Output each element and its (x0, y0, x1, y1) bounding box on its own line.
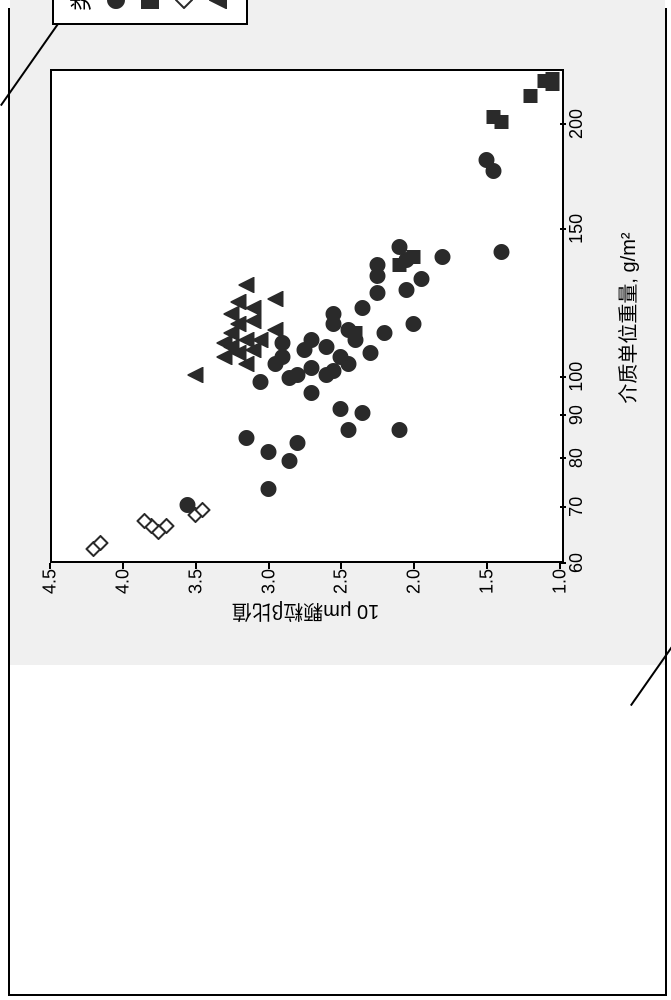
y-tick-label: 4.0 (112, 569, 133, 619)
data-point (377, 325, 398, 341)
data-point (435, 249, 456, 265)
data-point (231, 294, 252, 310)
data-point (195, 502, 216, 518)
y-tick (340, 563, 342, 569)
x-tick-label: 100 (566, 362, 587, 392)
data-point (275, 349, 296, 365)
y-tick-label: 3.5 (185, 569, 206, 619)
legend-item: 样品组10（2层） (168, 0, 200, 11)
y-tick (122, 563, 124, 569)
legend-marker (207, 0, 229, 11)
data-point (136, 513, 157, 529)
data-point (355, 405, 376, 421)
y-tick (486, 563, 488, 569)
data-point (326, 306, 347, 322)
x-tick (560, 562, 566, 564)
data-point (304, 385, 325, 401)
data-point (304, 332, 325, 348)
legend-marker (139, 0, 161, 11)
y-tick-label: 2.5 (331, 569, 352, 619)
data-point (493, 244, 514, 260)
data-point (369, 257, 390, 273)
data-point (369, 285, 390, 301)
x-tick-label: 80 (566, 448, 587, 468)
y-tick (413, 563, 415, 569)
x-tick-label: 200 (566, 109, 587, 139)
data-point (93, 535, 114, 551)
data-point (487, 110, 506, 124)
x-tick (560, 506, 566, 508)
x-tick (560, 457, 566, 459)
data-point (407, 250, 426, 264)
data-point (253, 374, 274, 390)
legend: 类型 对比样品组19对比样品组20样品组10（2层）样品组11（3层） (52, 0, 248, 25)
rotated-page: 介质单位重量, g/m² 10 μm颗粒β比值 类型 对比样品组19对比样品组2… (10, 10, 671, 665)
data-point (187, 367, 208, 383)
y-tick-label: 1.5 (477, 569, 498, 619)
data-point (282, 453, 303, 469)
x-tick-label: 90 (566, 405, 587, 425)
data-point (406, 316, 427, 332)
y-tick (49, 563, 51, 569)
legend-item: 样品组11（3层） (202, 0, 234, 11)
data-point (333, 401, 354, 417)
figure-frame: 介质单位重量, g/m² 10 μm颗粒β比值 类型 对比样品组19对比样品组2… (8, 8, 667, 996)
legend-item: 对比样品组20 (134, 0, 166, 11)
y-tick-label: 4.5 (40, 569, 61, 619)
y-tick-label: 3.0 (258, 569, 279, 619)
data-point (289, 435, 310, 451)
data-point (545, 72, 564, 86)
legend-title: 类型 (64, 0, 96, 11)
y-tick (195, 563, 197, 569)
y-tick-label: 1.0 (550, 569, 571, 619)
data-point (413, 271, 434, 287)
x-tick (560, 414, 566, 416)
data-point (523, 89, 542, 103)
data-point (355, 300, 376, 316)
x-tick-label: 150 (566, 214, 587, 244)
data-point (349, 326, 368, 340)
plot-area (50, 69, 564, 563)
data-point (260, 482, 281, 498)
data-point (260, 444, 281, 460)
data-point (238, 277, 259, 293)
x-tick-label: 60 (566, 553, 587, 573)
y-tick-label: 2.0 (404, 569, 425, 619)
legend-item: 对比样品组19 (100, 0, 132, 11)
x-tick-label: 70 (566, 497, 587, 517)
y-tick (268, 563, 270, 569)
legend-marker (105, 0, 127, 11)
data-point (479, 152, 500, 168)
data-point (267, 291, 288, 307)
data-point (267, 322, 288, 338)
chart-canvas: 介质单位重量, g/m² 10 μm颗粒β比值 类型 对比样品组19对比样品组2… (10, 0, 665, 665)
data-point (391, 422, 412, 438)
data-point (304, 360, 325, 376)
x-tick (560, 123, 566, 125)
data-point (340, 422, 361, 438)
data-point (238, 430, 259, 446)
x-tick (560, 376, 566, 378)
legend-marker (173, 0, 195, 11)
x-axis-label: 介质单位重量, g/m² (612, 73, 641, 563)
x-tick (560, 228, 566, 230)
